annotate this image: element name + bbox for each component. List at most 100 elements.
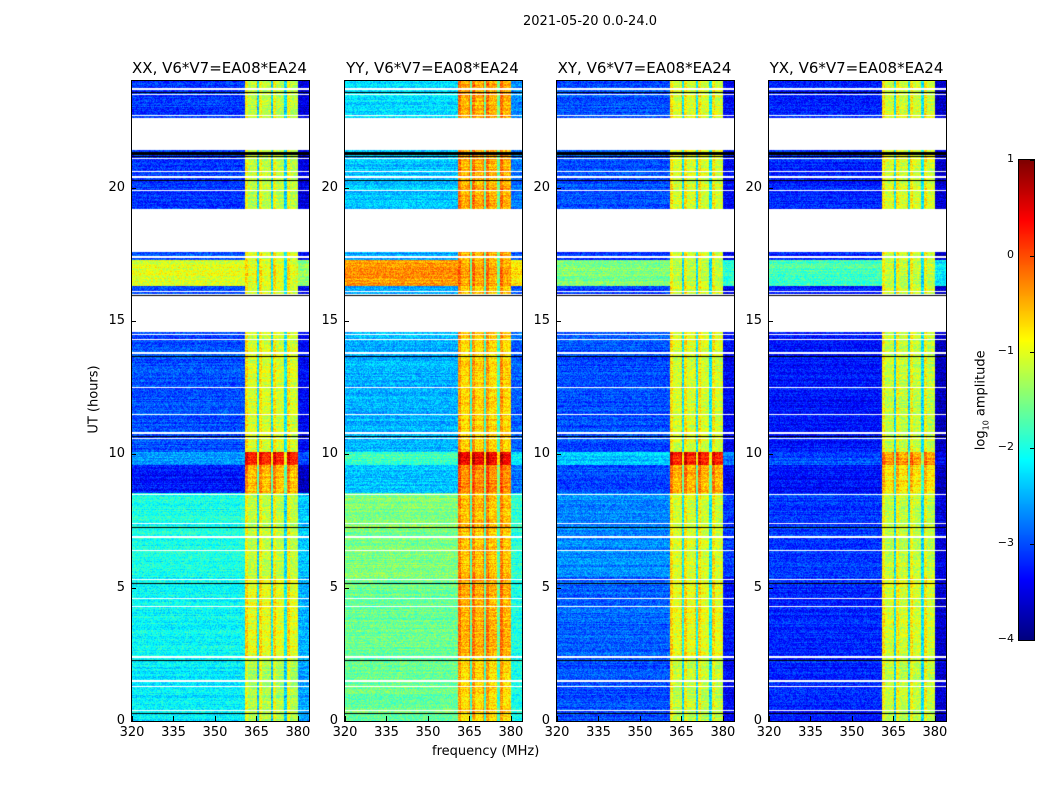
x-tick-label: 320 <box>332 725 358 740</box>
x-tick-label: 335 <box>374 725 399 740</box>
panel-title-yy: YY, V6*V7=EA08*EA24 <box>346 59 519 77</box>
y-tick-label: 10 <box>533 446 550 462</box>
x-tick-mark <box>214 716 216 721</box>
y-tick-mark <box>131 454 136 456</box>
y-tick-mark <box>344 187 349 189</box>
x-tick-label: 380 <box>498 725 524 740</box>
x-tick-label: 380 <box>922 725 948 740</box>
x-tick-mark <box>934 716 936 721</box>
x-tick-label: 365 <box>881 725 906 740</box>
x-tick-label: 380 <box>710 725 736 740</box>
y-tick-mark <box>344 454 349 456</box>
y-tick-label: 20 <box>108 179 125 195</box>
x-axis-label: frequency (MHz) <box>432 744 540 759</box>
colorbar-tick-label: −3 <box>997 536 1014 549</box>
y-tick-label: 5 <box>329 579 338 595</box>
heatmap-panel-xy <box>556 80 735 722</box>
y-tick-mark <box>768 721 773 722</box>
x-tick-label: 365 <box>669 725 694 740</box>
figure-suptitle: 2021-05-20 0.0-24.0 <box>523 14 657 29</box>
y-tick-label: 10 <box>108 446 125 462</box>
colorbar-label-amplitude: amplitude <box>973 350 989 421</box>
heatmap-panel-xx <box>131 80 310 722</box>
x-tick-label: 320 <box>756 725 782 740</box>
heatmap-yx <box>769 81 946 721</box>
x-tick-mark <box>810 716 812 721</box>
y-tick-label: 15 <box>321 313 338 328</box>
y-tick-label: 0 <box>116 713 125 728</box>
y-tick-label: 5 <box>541 579 550 595</box>
y-tick-label: 0 <box>541 713 550 728</box>
y-tick-label: 15 <box>745 313 762 328</box>
x-tick-mark <box>386 716 388 721</box>
colorbar-tick-label: 0 <box>1007 248 1014 261</box>
heatmap-yy <box>345 81 522 721</box>
y-tick-label: 5 <box>753 579 762 595</box>
y-tick-label: 5 <box>116 579 125 595</box>
y-tick-mark <box>768 454 773 456</box>
y-tick-label: 0 <box>753 713 762 728</box>
colorbar-tick-label: 1 <box>1007 152 1014 165</box>
colorbar-tick-label: −1 <box>997 344 1014 357</box>
y-tick-mark <box>768 187 773 189</box>
x-tick-mark <box>297 716 299 721</box>
y-tick-label: 0 <box>329 713 338 728</box>
panel-title-yx: YX, V6*V7=EA08*EA24 <box>769 59 944 77</box>
colorbar-tick-mark <box>1030 640 1035 641</box>
y-tick-mark <box>344 721 349 722</box>
y-tick-mark <box>556 321 561 322</box>
x-tick-label: 350 <box>839 725 865 740</box>
heatmap-xx <box>132 81 309 721</box>
x-tick-mark <box>132 716 133 721</box>
colorbar-gradient <box>1019 160 1034 640</box>
heatmap-panel-yy <box>344 80 523 722</box>
y-tick-mark <box>131 587 136 589</box>
colorbar-tick-label: −2 <box>997 440 1014 453</box>
colorbar-tick-mark <box>1030 352 1035 353</box>
y-tick-mark <box>556 587 561 589</box>
x-tick-mark <box>598 716 600 721</box>
panel-title-xy: XY, V6*V7=EA08*EA24 <box>557 59 732 77</box>
y-tick-label: 10 <box>745 446 762 462</box>
x-tick-label: 365 <box>244 725 269 740</box>
y-tick-mark <box>556 721 561 722</box>
x-tick-mark <box>722 716 724 721</box>
colorbar-tick-label: −4 <box>997 632 1014 645</box>
y-tick-mark <box>131 721 136 722</box>
x-tick-label: 320 <box>544 725 570 740</box>
x-tick-label: 350 <box>202 725 228 740</box>
y-tick-mark <box>768 587 773 589</box>
colorbar-label-base: 10 <box>981 420 991 431</box>
y-tick-label: 15 <box>533 313 550 328</box>
panel-title-xx: XX, V6*V7=EA08*EA24 <box>132 59 307 77</box>
y-tick-label: 20 <box>533 179 550 195</box>
x-tick-label: 335 <box>161 725 186 740</box>
y-tick-mark <box>131 187 136 189</box>
x-tick-label: 335 <box>586 725 611 740</box>
x-tick-mark <box>427 716 429 721</box>
x-tick-mark <box>469 716 471 721</box>
colorbar-label: log10 amplitude <box>974 340 991 460</box>
x-tick-mark <box>851 716 853 721</box>
colorbar-tick-mark <box>1030 160 1035 161</box>
x-tick-mark <box>557 716 558 721</box>
x-tick-mark <box>173 716 175 721</box>
heatmap-xy <box>557 81 734 721</box>
y-tick-mark <box>556 454 561 456</box>
y-tick-mark <box>131 321 136 322</box>
y-tick-mark <box>344 321 349 322</box>
x-tick-mark <box>256 716 258 721</box>
x-tick-label: 380 <box>285 725 311 740</box>
y-tick-label: 20 <box>745 179 762 195</box>
heatmap-panel-yx <box>768 80 947 722</box>
y-tick-label: 20 <box>321 179 338 195</box>
y-tick-label: 15 <box>108 313 125 328</box>
x-tick-mark <box>681 716 683 721</box>
x-tick-label: 350 <box>415 725 441 740</box>
y-axis-label: UT (hours) <box>86 365 102 434</box>
x-tick-label: 365 <box>457 725 482 740</box>
colorbar-label-log: log <box>973 430 989 451</box>
y-tick-label: 10 <box>321 446 338 462</box>
y-tick-mark <box>768 321 773 322</box>
